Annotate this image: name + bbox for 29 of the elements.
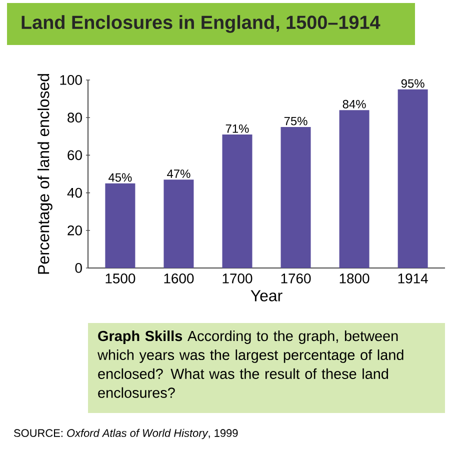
x-tick-label: 1914 [398,274,428,284]
y-tick-label: 60 [68,150,82,160]
y-tick-label: 40 [67,188,82,198]
x-axis-title: Year [250,290,282,302]
x-tick-label: 1600 [164,274,194,284]
source-note: SOURCE: Oxford Atlas of World History, 1999 [14,428,238,440]
x-tick-label: 1760 [281,274,311,284]
bar [398,89,428,268]
data-label: 45% [108,173,132,182]
data-label: 71% [226,124,249,133]
data-label: 75% [284,116,308,126]
bar [280,126,311,268]
x-tick-label: 1500 [106,274,136,284]
x-tick-label: 1700 [222,274,252,284]
y-tick-label: 20 [68,225,82,236]
bar [105,183,136,268]
data-label: 84% [342,100,366,108]
data-label: 47% [167,170,190,178]
text: Graph Skills According to the graph, between which years was the largest percentage of land enclosed? What was the result of these land enclosures? [98,330,404,398]
y-tick-label: 80 [68,112,82,123]
chart-title: Land Enclosures in England, 1500–1914 [22,15,380,33]
y-tick-label: 100 [60,75,82,85]
data-label: 95% [401,79,424,88]
y-tick-label: 0 [75,263,82,273]
x-tick-label: 1800 [340,274,370,284]
y-axis-title: Percentage of land enclosed [38,74,52,274]
bar [339,110,370,268]
bar [164,180,194,268]
bar [222,134,252,268]
